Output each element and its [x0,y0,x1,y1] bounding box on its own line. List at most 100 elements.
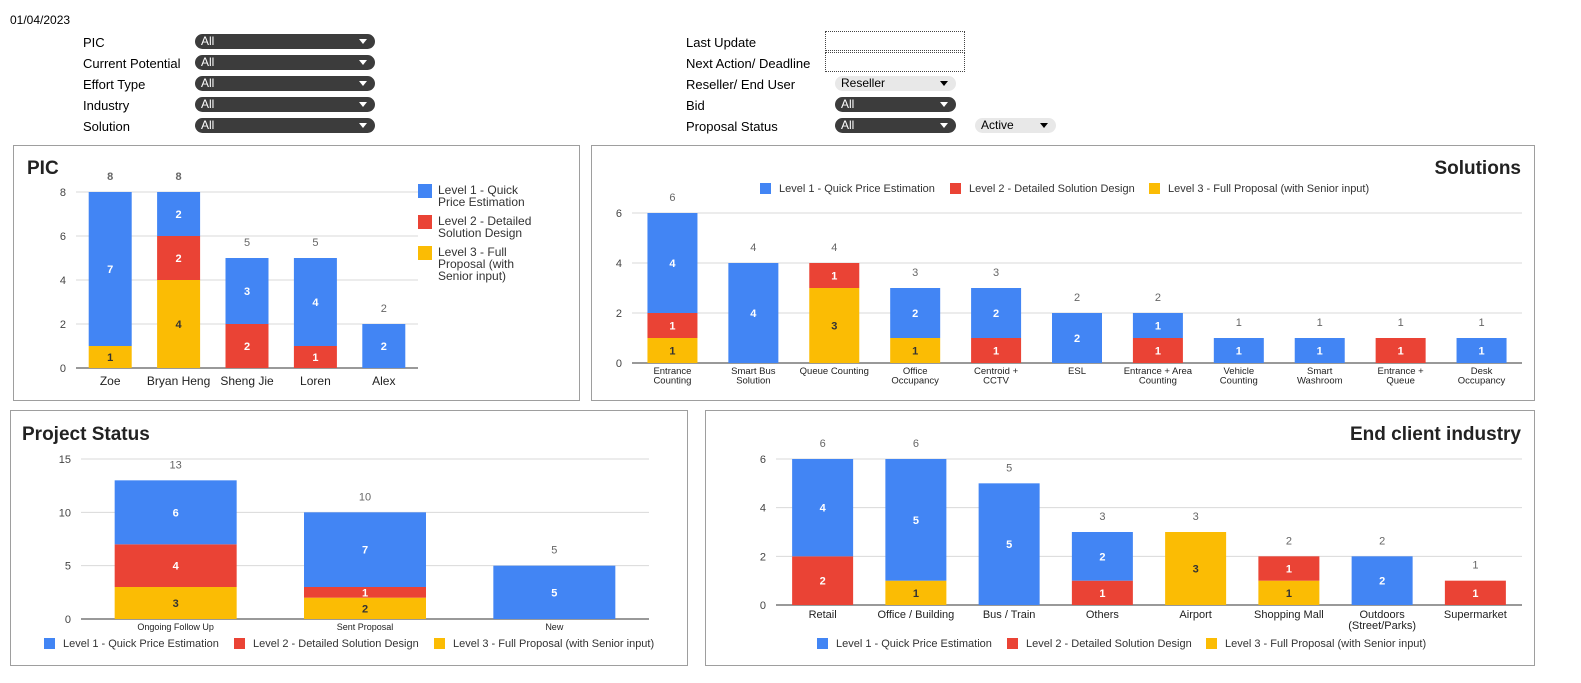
filter-solution-dropdown[interactable]: All [195,118,375,133]
bar-segment [647,313,698,338]
category-label-line: Bryan Heng [147,374,210,388]
y-tick-label: 2 [760,551,766,563]
bar-total-label: 1 [1478,317,1484,329]
bar-total-label: 1 [1317,317,1323,329]
next-action-date-input[interactable] [825,52,965,72]
bar-value-label: 1 [1472,588,1478,600]
filter-proposal-active-dropdown[interactable]: Active [975,118,1056,133]
bar-segment [1132,338,1183,363]
category-label-line: Shopping Mall [1254,609,1324,621]
bar-total-label: 1 [1472,560,1478,572]
bar-segment [1132,313,1183,338]
bar-segment [1258,580,1320,605]
bar-value-label: 1 [913,588,919,600]
category-label: Others [1086,609,1120,621]
bar-value-label: 1 [1236,346,1242,358]
category-label-line: Bus / Train [983,609,1036,621]
filter-pic-dropdown[interactable]: All [195,34,375,49]
bar-total-label: 4 [831,242,837,254]
bar-total-label: 8 [176,171,182,183]
bar-segment [1071,580,1133,605]
y-tick-label: 4 [616,258,622,270]
category-label: Vehicle Counting [1220,366,1258,387]
filter-industry-dropdown[interactable]: All [195,97,375,112]
bar-total-label: 6 [669,192,675,204]
category-label: ESL [1068,366,1086,377]
category-label: Zoe [100,374,121,388]
last-update-date-input[interactable] [825,31,965,51]
bar-value-label: 1 [362,587,368,599]
category-label: Outdoors (Street/Parks) [1348,609,1416,632]
filter-bid-dropdown[interactable]: All [835,97,956,112]
bar-segment [157,236,201,280]
category-label: Retail [809,609,837,621]
bar-value-label: 1 [1286,564,1292,576]
legend-label: Level 1 - Quick Price Estimation [63,638,219,650]
bar-value-label: 1 [1398,346,1404,358]
filter-bid-value: All [841,97,855,111]
bar-value-label: 7 [107,264,113,276]
filter-proposal-status-dropdown[interactable]: All [835,118,956,133]
bar-segment [885,459,947,581]
bar-total-label: 2 [1155,292,1161,304]
category-label: Shopping Mall [1254,609,1324,621]
bar-total-label: 2 [1286,535,1292,547]
legend-label-line: Proposal (with [438,257,514,271]
category-label: Sent Proposal [337,622,394,632]
bar-segment [88,192,132,346]
y-tick-label: 4 [60,275,66,287]
category-label-line: Zoe [100,374,121,388]
category-label-line: Queue Counting [800,366,869,377]
legend-label: Level 3 - Full Proposal (with Senior inp… [453,638,654,650]
chevron-down-icon [359,81,367,86]
category-label-line: Office / Building [877,609,954,621]
bar-segment [1052,313,1102,363]
bar-value-label: 1 [669,321,675,333]
category-label: Supermarket [1444,609,1507,621]
bar-value-label: 4 [820,503,827,515]
bar-total-label: 5 [312,237,318,249]
category-label: Airport [1179,609,1211,621]
bar-value-label: 6 [173,507,179,519]
category-label: Entrance Counting [653,366,691,387]
category-label-line: Counting [1139,376,1177,387]
filter-effort-type-dropdown[interactable]: All [195,76,375,91]
bar-segment [1165,532,1227,605]
bar-value-label: 2 [176,253,182,265]
legend-label-line: Price Estimation [438,195,525,209]
category-label: Office Occupancy [891,366,939,387]
category-label-line: Retail [809,609,837,621]
category-label-line: ESL [1068,366,1086,377]
bar-total-label: 5 [551,545,557,557]
category-label-line: Supermarket [1444,609,1507,621]
filter-reseller-dropdown[interactable]: Reseller [835,76,956,91]
bar-value-label: 4 [750,308,757,320]
bar-total-label: 8 [107,171,113,183]
industry-chart: 0 2 4 6 2 4 6 Retail 1 5 6 Office / Building 5 5 Bus /… [760,438,1522,650]
bar-value-label: 1 [1155,346,1161,358]
legend-label: Level 2 - Detailed Solution Design [438,214,531,240]
bar-segment [1294,338,1345,363]
bar-value-label: 2 [244,341,250,353]
category-label: Bryan Heng [147,374,210,388]
bar-value-label: 1 [1478,346,1484,358]
bar-value-label: 2 [362,603,368,615]
bar-value-label: 2 [1074,333,1080,345]
bar-total-label: 13 [170,459,182,471]
filter-current-potential-dropdown[interactable]: All [195,55,375,70]
filter-label-next-action: Next Action/ Deadline [686,56,811,71]
bar-total-label: 3 [912,267,918,279]
bar-segment [647,213,698,313]
bar-value-label: 2 [820,576,826,588]
bar-segment [890,338,941,363]
chevron-down-icon [940,81,948,86]
bar-value-label: 3 [173,598,179,610]
filter-label-bid: Bid [686,98,705,113]
bar-segment [114,480,237,545]
legend-swatch [760,183,771,194]
bar-segment [647,338,698,363]
legend-swatch [418,215,432,229]
y-tick-label: 15 [59,454,71,466]
legend-label: Level 1 - Quick Price Estimation [779,183,935,195]
filter-reseller-value: Reseller [841,76,886,90]
